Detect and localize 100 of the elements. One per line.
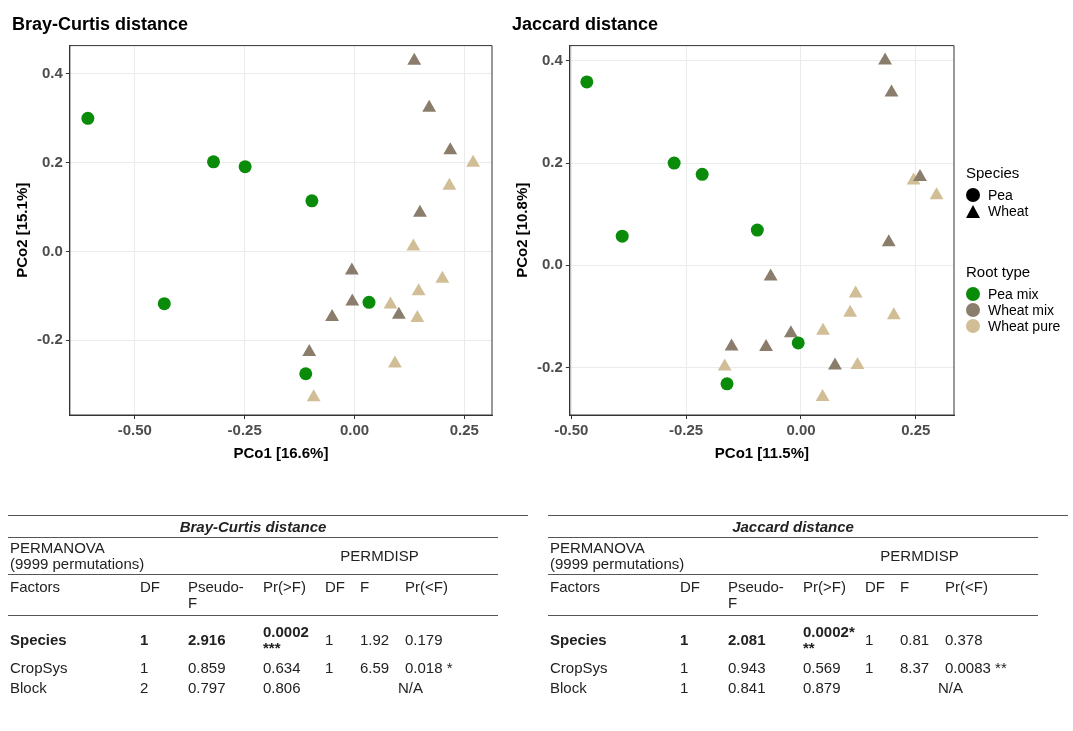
text: 0.378 [944,630,984,650]
text: 0.879 [802,678,842,698]
text: Pr(>F) [261,575,323,616]
x-tick-label: -0.25 [669,421,704,439]
text: Pseudo- F [186,575,261,616]
text: 0.179 [404,630,444,650]
y-axis-title: PCo2 [10.8%] [513,182,531,278]
text: Species [9,630,68,650]
point [435,270,450,283]
point [391,306,406,319]
text: Block [549,678,588,698]
text: 1 [139,630,150,650]
text: CropSys [549,658,609,678]
point [724,338,739,351]
y-tick-label: 0.2 [541,153,563,171]
y-tick-label: -0.2 [536,357,563,375]
text: DF [323,575,358,616]
point [344,262,359,275]
y-tick-label: 0.0 [41,241,63,259]
x-tick-label: 0.00 [786,421,816,439]
text: Pr(<F) [943,575,1038,616]
point [667,156,681,170]
text: 0.859 [187,658,227,678]
point [791,336,805,350]
text: Jaccard distance [548,516,1038,538]
point [850,356,865,369]
text: DF [138,575,186,616]
y-tick-label: 0.2 [41,152,63,170]
point [325,309,340,321]
text: Species [549,630,608,650]
text: 1.92 [359,630,391,650]
text: 0.81 [899,630,931,650]
text: 1 [324,658,335,678]
point [407,52,422,65]
text: PERMDISP [261,538,498,575]
point [750,223,764,237]
point [783,325,798,338]
text: N/A [937,678,964,698]
point [466,154,481,167]
point [406,238,421,251]
text: 1 [864,658,875,678]
text: 1 [679,658,690,678]
text: 1 [324,630,335,650]
point [302,344,317,357]
x-tick-label: 0.25 [449,421,479,439]
point [886,307,901,320]
y-tick-label: -0.2 [36,330,63,348]
text: Species [966,164,1021,181]
x-tick-label: 0.25 [901,421,931,439]
point [580,75,594,89]
text: 0.0083 ** [944,658,1008,678]
x-tick-label: -0.50 [117,421,152,439]
x-tick-label: -0.25 [227,421,262,439]
text: Pr(>F) [801,575,863,616]
text: 0.797 [187,678,227,698]
chart-title: Jaccard distance [512,13,659,34]
point [422,99,437,112]
text: CropSys [9,658,69,678]
x-tick-label: 0.00 [339,421,370,439]
point [443,142,458,155]
point [884,84,899,97]
text: 0.943 [727,658,767,678]
text: 0.841 [727,678,767,698]
text: 2.081 [727,630,767,650]
text: Pea [988,187,1013,203]
point [878,52,892,65]
text: 0.634 [262,658,302,678]
legend-label: Wheat pure [988,318,1061,334]
point [383,296,398,309]
point [345,293,360,306]
point [848,285,863,298]
text: 1 [679,678,690,698]
text: 0.0002* ** [802,622,856,658]
legend-label: Pea mix [988,286,1039,302]
text: Factors [8,575,138,616]
point [387,355,402,368]
point [913,168,927,181]
point [763,268,778,281]
text: 8.37 [899,658,931,678]
point [306,389,321,402]
text: 2 [139,678,150,698]
text: 1 [139,658,150,678]
legend-label: Wheat mix [988,302,1055,318]
x-tick-label: -0.50 [554,421,589,439]
point [695,167,709,181]
text: 0.569 [802,658,842,678]
y-axis-title: PCo2 [15.1%] [13,182,31,278]
point [881,234,896,247]
text: 1 [679,630,690,650]
y-tick-label: 0.4 [41,64,64,82]
text: 2.916 [187,630,227,650]
point [442,177,457,190]
text: 0.018 * [404,658,454,678]
text: Block [9,678,48,698]
x-axis-title: PCo1 [11.5%] [714,444,810,462]
text: Wheat [988,203,1029,219]
text: N/A [397,678,424,698]
point [615,229,629,243]
point [828,357,842,370]
y-tick-label: 0.0 [541,255,563,273]
